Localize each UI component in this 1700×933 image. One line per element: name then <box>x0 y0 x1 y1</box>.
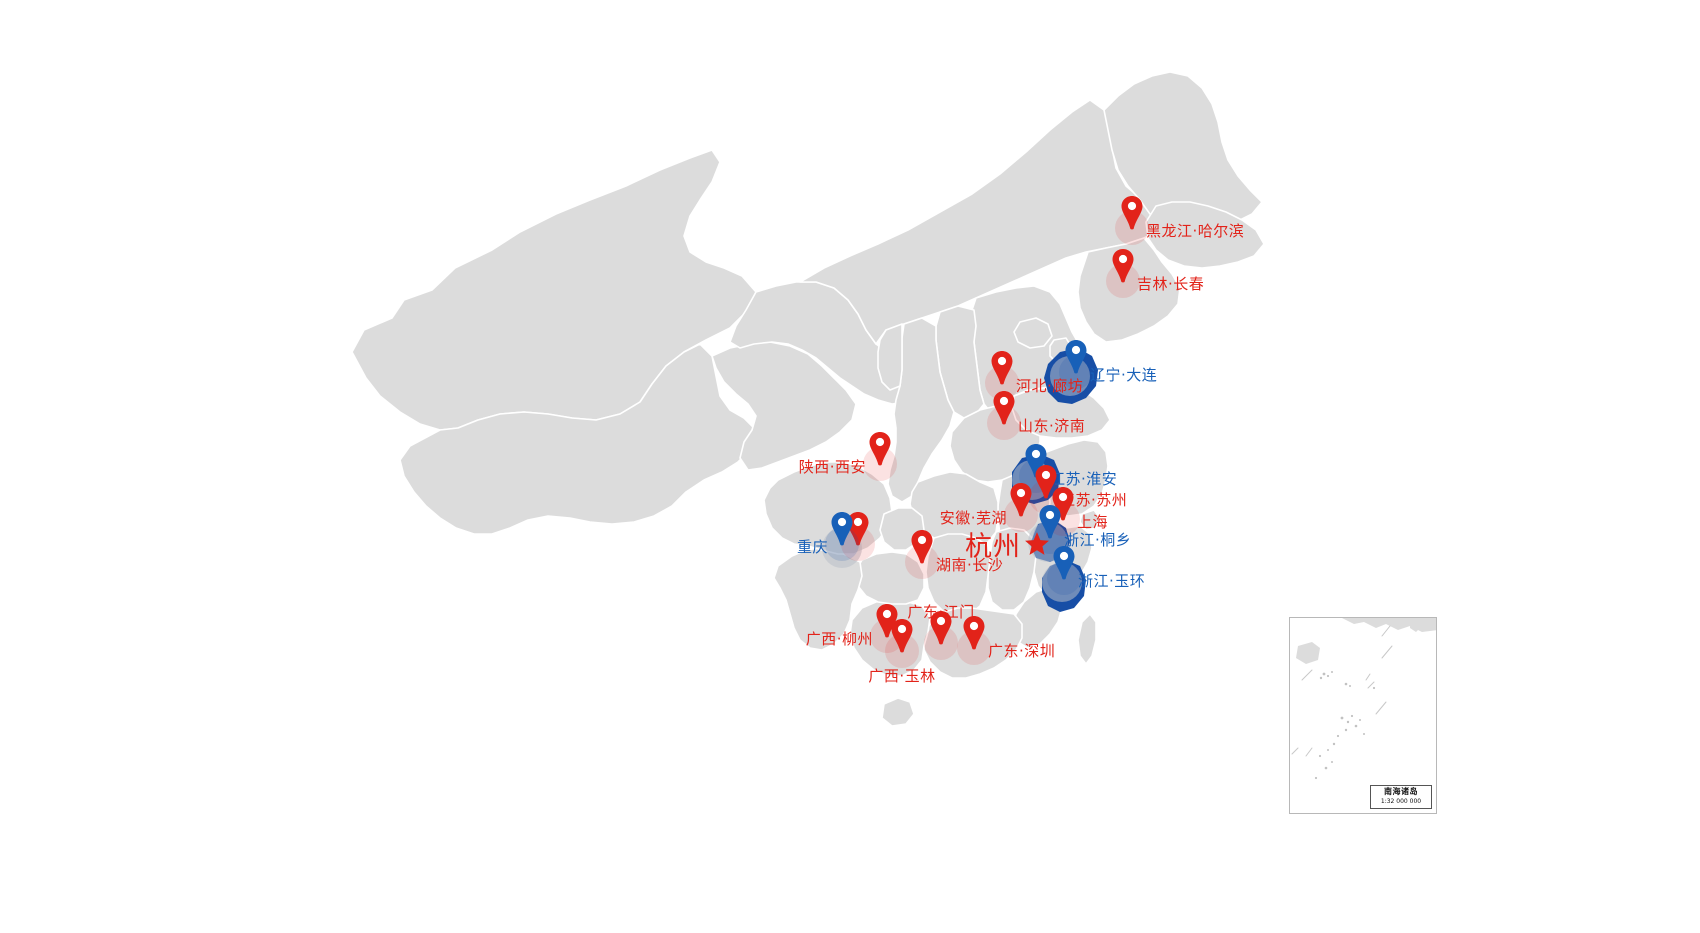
marker-label: 重庆 <box>796 538 828 556</box>
marker-pin <box>1121 196 1143 230</box>
star-icon <box>1025 532 1049 555</box>
map-pin-icon <box>1025 444 1047 478</box>
map-pin-icon <box>1052 487 1074 521</box>
map-pin-icon <box>847 512 869 546</box>
inset-scale-box: 南海诸岛 1:32 000 000 <box>1370 785 1432 809</box>
inset-title: 南海诸岛 <box>1384 787 1418 796</box>
inset-scale-text: 1:32 000 000 <box>1380 798 1422 805</box>
marker-label: 吉林·长春 <box>1137 275 1205 293</box>
marker-pin <box>963 616 985 650</box>
marker-pin <box>1065 340 1087 374</box>
halo-yuhuan <box>1042 562 1082 602</box>
marker-label: 黑龙江·哈尔滨 <box>1146 222 1245 240</box>
province-qinghai <box>711 341 857 471</box>
marker-pin <box>831 512 853 546</box>
map-pin-icon <box>1065 340 1087 374</box>
map-pin-icon <box>991 351 1013 385</box>
map-pin-icon <box>1035 465 1057 499</box>
marker-label: 广西·柳州 <box>805 630 873 648</box>
map-pin-icon <box>869 432 891 466</box>
marker-pin <box>1039 505 1061 539</box>
map-pin-icon <box>993 391 1015 425</box>
marker-label: 辽宁·大连 <box>1090 366 1158 384</box>
region-shanghai <box>1079 509 1101 531</box>
marker-pin <box>1010 483 1032 517</box>
marker-label: 江苏·淮安 <box>1050 470 1118 488</box>
province-jilin <box>1145 201 1265 269</box>
map-pin-icon <box>963 616 985 650</box>
province-heilongjiang <box>1103 71 1263 229</box>
map-pin-icon <box>876 604 898 638</box>
marker-label: 江苏·苏州 <box>1060 491 1128 509</box>
province-guizhou <box>853 551 925 605</box>
province-tibet <box>399 343 757 535</box>
marker-label: 湖南·长沙 <box>936 556 1004 574</box>
province-taiwan <box>1077 613 1097 665</box>
map-pin-icon <box>831 512 853 546</box>
map-pin-icon <box>1112 249 1134 283</box>
marker-label: 安徽·芜湖 <box>939 509 1007 527</box>
marker-label: 上海 <box>1077 513 1109 531</box>
halo-chongqing <box>822 528 862 568</box>
marker-pin <box>1035 465 1057 499</box>
province-hunan <box>925 533 991 617</box>
inset-taiwan-tip <box>1410 618 1422 632</box>
marker-label: 浙江·桐乡 <box>1064 531 1132 549</box>
map-pin-icon <box>891 619 913 653</box>
map-pin-icon <box>1010 483 1032 517</box>
marker-pin <box>911 530 933 564</box>
inset-mainland-coast <box>1290 618 1436 632</box>
marker-label: 广东·深圳 <box>988 642 1056 660</box>
marker-pin <box>1053 546 1075 580</box>
map-pin-icon <box>1053 546 1075 580</box>
marker-pin <box>847 512 869 546</box>
marker-pin <box>930 611 952 645</box>
map-pin-icon <box>930 611 952 645</box>
marker-label: 广西·玉林 <box>868 667 936 685</box>
inset-map <box>1290 618 1436 813</box>
map-pin-icon <box>1121 196 1143 230</box>
marker-label: 河北·廊坊 <box>1016 377 1084 395</box>
province-ningxia <box>877 323 903 391</box>
marker-label: 广东·江门 <box>907 603 975 621</box>
marker-pin <box>1025 444 1047 478</box>
province-liaoning <box>1077 237 1181 343</box>
marker-label: 山东·济南 <box>1018 417 1086 435</box>
marker-pin <box>891 619 913 653</box>
region-beijing <box>1013 317 1053 349</box>
province-hainan <box>881 697 915 727</box>
inset-hainan <box>1296 642 1320 664</box>
map-pin-icon <box>1039 505 1061 539</box>
headquarters-label: 杭州 <box>965 531 1021 563</box>
south-china-sea-inset: 南海诸岛 1:32 000 000 <box>1289 617 1437 814</box>
map-pin-icon <box>911 530 933 564</box>
marker-pin <box>993 391 1015 425</box>
marker-label: 陕西·西安 <box>798 458 866 476</box>
marker-pin <box>1052 487 1074 521</box>
marker-pin <box>991 351 1013 385</box>
marker-label: 浙江·玉环 <box>1078 572 1146 590</box>
marker-pin <box>1112 249 1134 283</box>
marker-pin <box>869 432 891 466</box>
marker-pin <box>876 604 898 638</box>
